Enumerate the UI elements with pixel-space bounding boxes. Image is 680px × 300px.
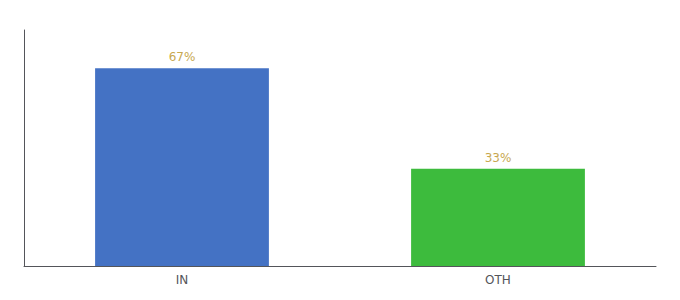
svg-text:OTH: OTH <box>485 273 511 287</box>
svg-text:IN: IN <box>176 273 189 287</box>
svg-text:67%: 67% <box>169 50 196 64</box>
svg-text:33%: 33% <box>485 151 512 165</box>
